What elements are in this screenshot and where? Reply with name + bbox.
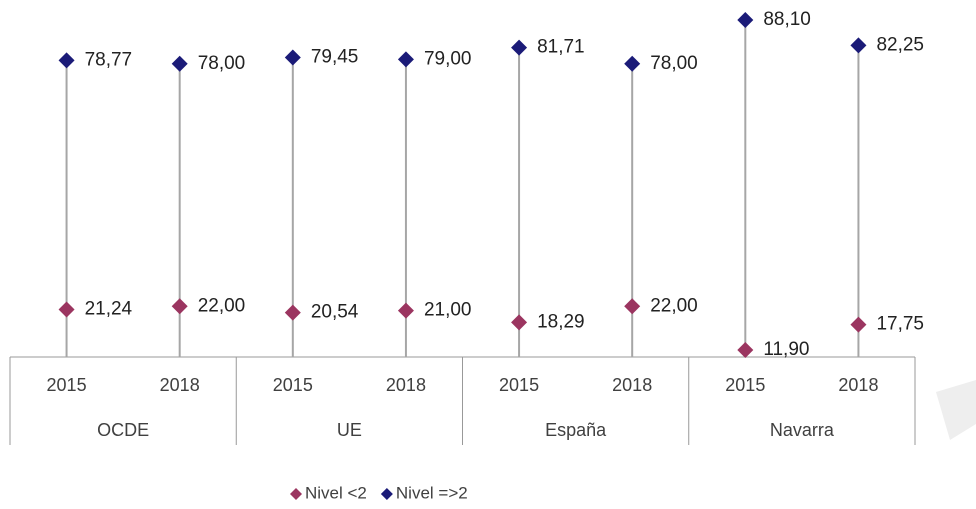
marker <box>511 39 528 56</box>
marker <box>737 12 754 28</box>
data-label: 22,00 <box>198 295 246 316</box>
marker <box>171 55 188 72</box>
marker <box>284 49 301 66</box>
marker <box>850 37 867 54</box>
x-tick-label: 2015 <box>725 375 765 395</box>
x-tick-label: 2018 <box>386 375 426 395</box>
x-tick-label: 2015 <box>47 375 87 395</box>
data-label: 78,00 <box>198 53 246 74</box>
data-label: 78,77 <box>85 49 133 70</box>
x-tick-label: 2018 <box>160 375 200 395</box>
x-tick-label: 2018 <box>612 375 652 395</box>
group-label: Navarra <box>770 420 835 440</box>
data-label: 82,25 <box>876 34 924 55</box>
marker <box>737 342 754 358</box>
x-tick-label: 2018 <box>838 375 878 395</box>
x-tick-label: 2015 <box>273 375 313 395</box>
data-label: 81,71 <box>537 37 585 58</box>
data-label: 78,00 <box>650 53 698 74</box>
marker <box>850 316 867 333</box>
legend-marker <box>380 488 393 500</box>
data-label: 20,54 <box>311 302 359 323</box>
marker <box>397 51 414 68</box>
marker <box>624 298 641 315</box>
data-label: 79,45 <box>311 46 359 67</box>
data-label: 17,75 <box>876 314 924 335</box>
data-label: 18,29 <box>537 311 585 332</box>
marker <box>58 52 75 69</box>
decoration <box>936 380 976 440</box>
marker <box>511 314 528 331</box>
group-label: UE <box>337 420 362 440</box>
x-tick-label: 2015 <box>499 375 539 395</box>
legend-label: Nivel =>2 <box>396 483 468 502</box>
marker <box>397 302 414 319</box>
marker <box>58 301 75 318</box>
data-label: 21,00 <box>424 300 472 321</box>
data-label: 88,10 <box>763 9 811 30</box>
data-label: 79,00 <box>424 48 472 69</box>
marker <box>624 55 641 72</box>
data-label: 11,90 <box>763 339 809 360</box>
marker <box>171 298 188 315</box>
group-label: OCDE <box>97 420 149 440</box>
group-label: España <box>545 420 607 440</box>
data-label: 22,00 <box>650 295 698 316</box>
legend-marker <box>290 488 302 500</box>
legend-label: Nivel <2 <box>305 483 367 502</box>
data-label: 21,24 <box>85 299 133 320</box>
marker <box>284 304 301 321</box>
